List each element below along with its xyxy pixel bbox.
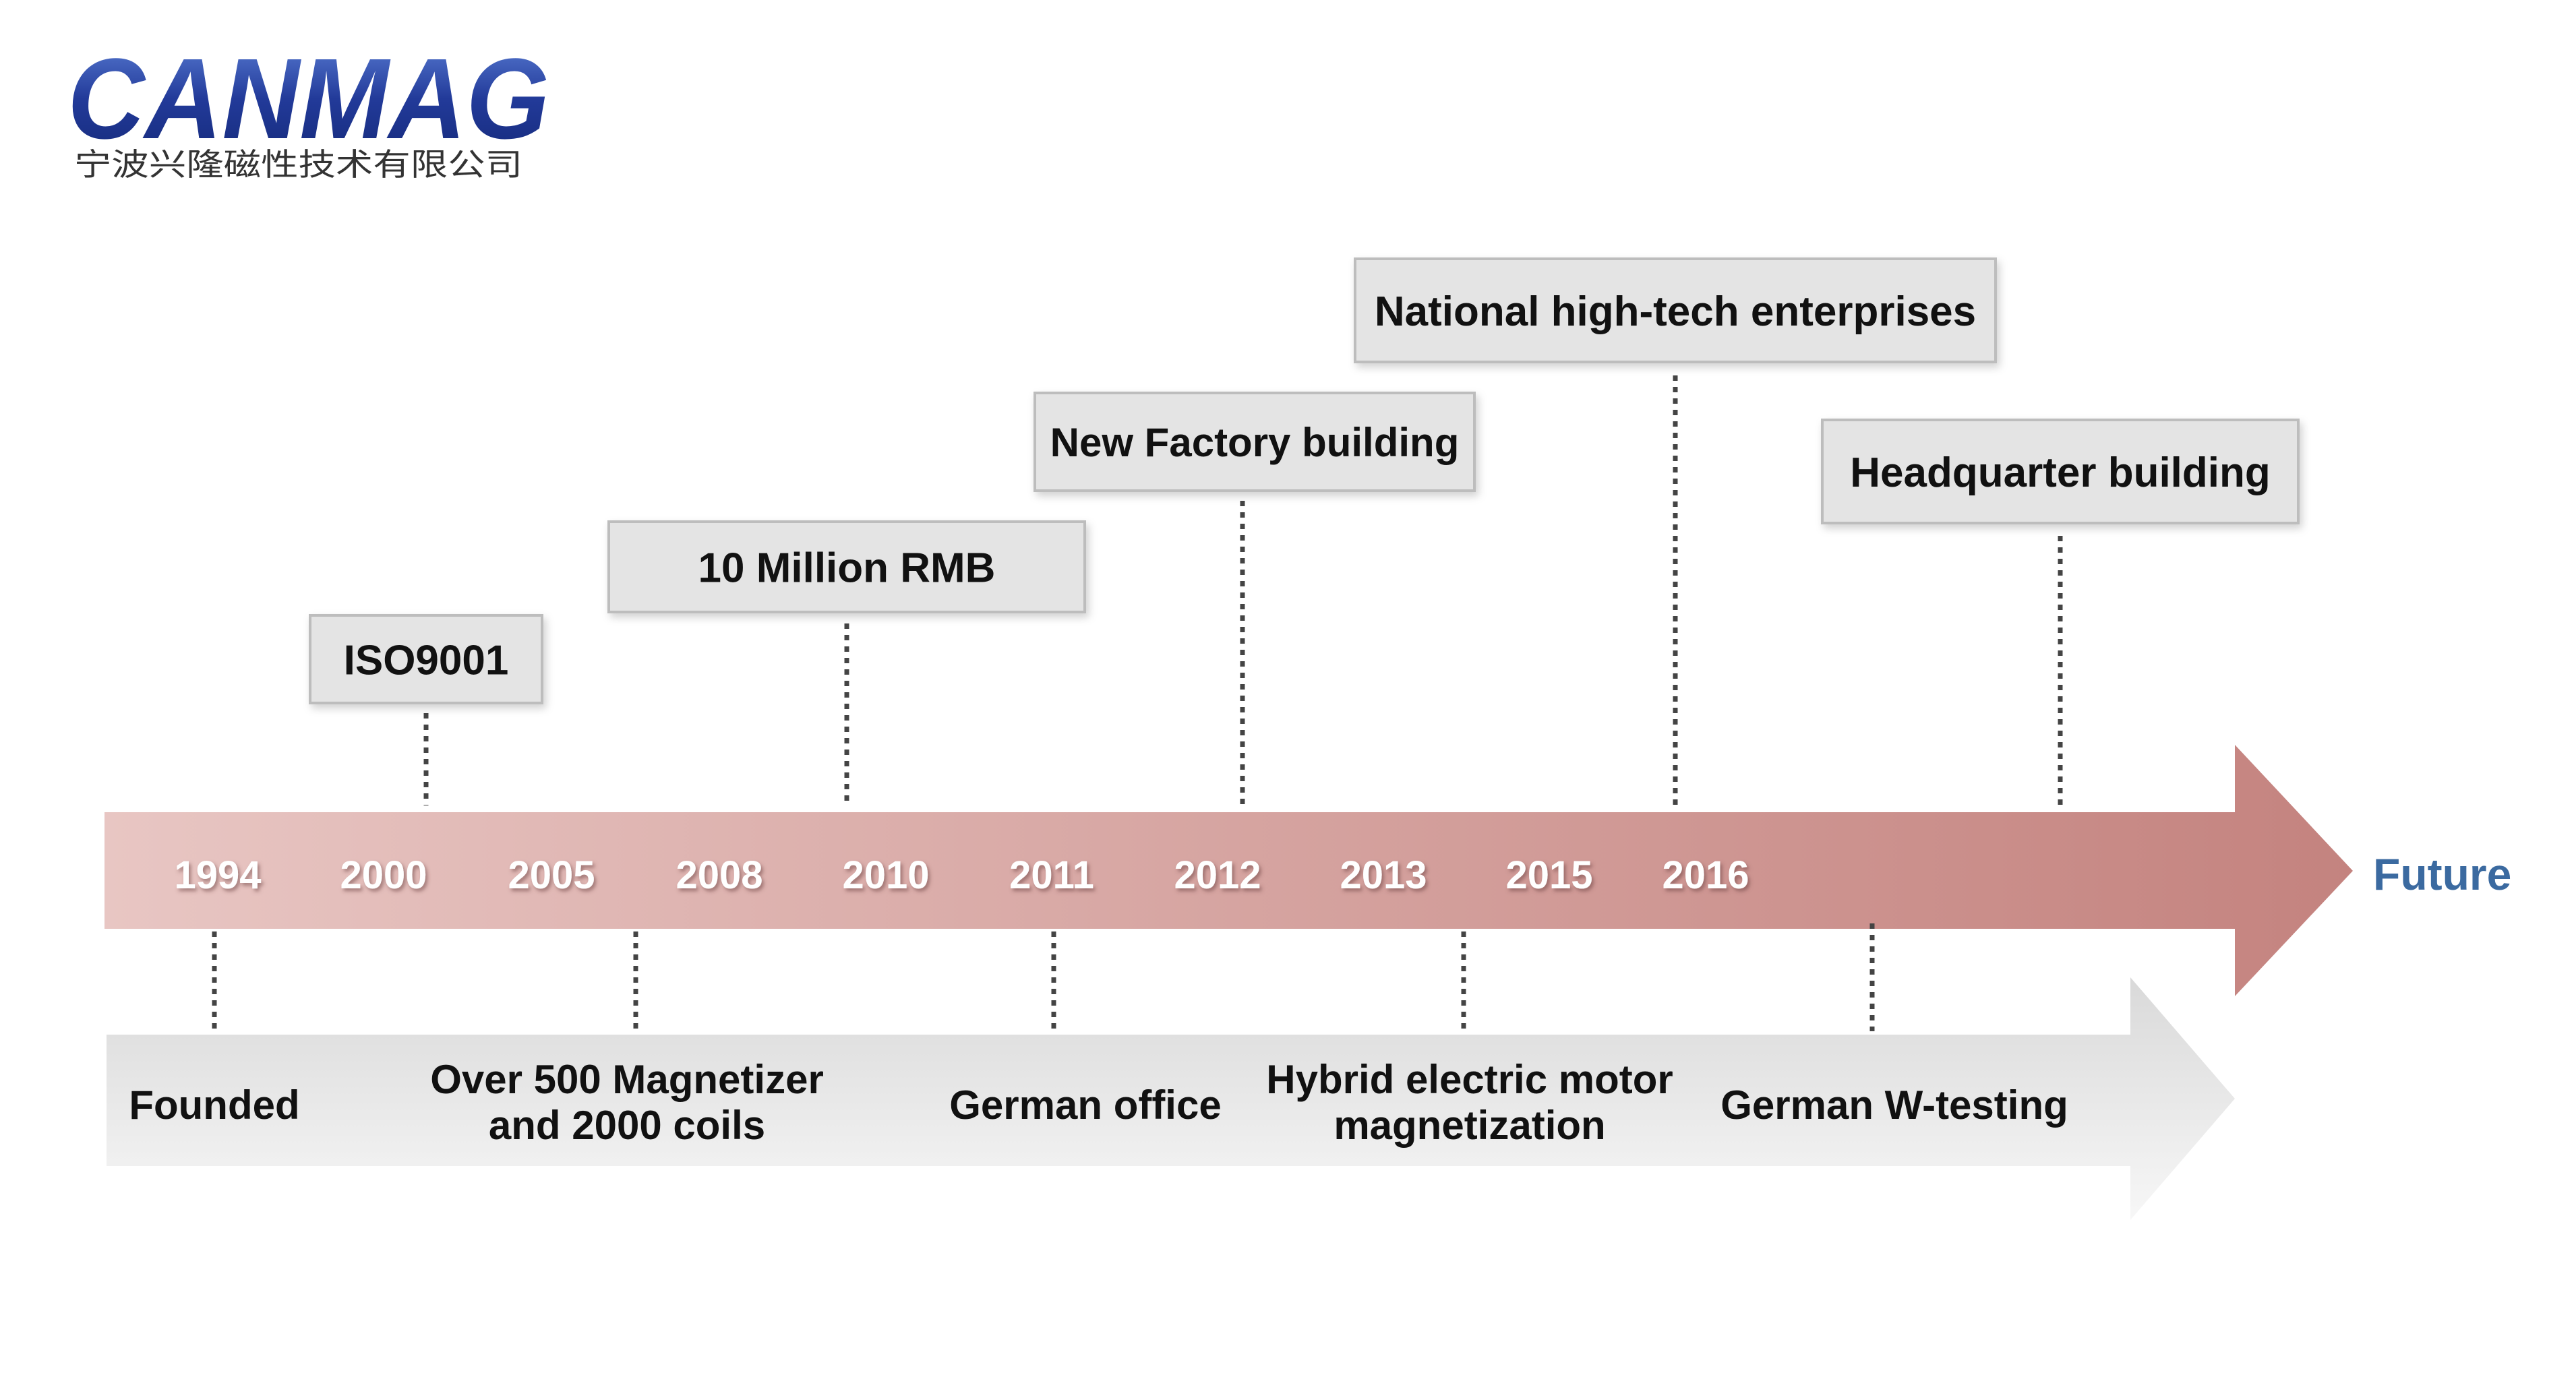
bottom-milestone-line: Over 500 Magnetizer — [430, 1057, 824, 1102]
bottom-milestone-line: magnetization — [1334, 1103, 1605, 1148]
bottom-milestone: German W-testing — [1720, 1082, 2068, 1128]
bottom-milestone-line: Founded — [129, 1082, 299, 1128]
year-label: 2005 — [508, 853, 595, 897]
year-label: 2016 — [1662, 853, 1749, 897]
milestone-box-frame — [1354, 257, 1997, 363]
milestone-label: Headquarter building — [1850, 450, 2270, 496]
logo-wordmark: CANMAG — [67, 35, 549, 163]
logo-subtitle: 宁波兴隆磁性技术有限公司 — [74, 146, 522, 183]
year-labels: 1994 2000 2005 2008 2010 2011 2012 2013 2015 2016 — [174, 853, 1749, 897]
milestone-box: New Factory building — [1034, 392, 1476, 492]
year-label: 2012 — [1174, 853, 1261, 897]
year-label: 2008 — [676, 853, 762, 897]
bottom-milestone-line: and 2000 coils — [489, 1103, 765, 1148]
milestone-box: Headquarter building — [1821, 419, 2300, 524]
bottom-milestone-line: German office — [949, 1082, 1221, 1128]
milestone-box-frame — [1034, 392, 1476, 492]
milestone-box-frame — [1821, 419, 2300, 524]
top-milestones: ISO9001 10 Million RMB New Factory buildin… — [309, 257, 2300, 704]
lower-arrow — [107, 977, 2235, 1220]
milestone-box-frame — [309, 614, 543, 704]
bottom-milestone: Founded — [129, 1082, 299, 1128]
milestone-box-frame — [607, 520, 1086, 613]
year-label: 2015 — [1505, 853, 1592, 897]
milestone-box: ISO9001 — [309, 614, 543, 704]
bottom-milestone: German office — [949, 1082, 1221, 1128]
year-label: 2000 — [340, 853, 427, 897]
future-label: Future — [2373, 849, 2511, 899]
year-label: 2011 — [1009, 853, 1094, 897]
year-label: 2010 — [842, 853, 929, 897]
bottom-connectors — [212, 923, 1875, 1031]
year-label: 2013 — [1340, 853, 1427, 897]
bottom-milestone-line: Hybrid electric motor — [1266, 1057, 1673, 1102]
top-connectors — [423, 375, 2063, 805]
milestone-label: 10 Million RMB — [698, 545, 996, 591]
bottom-milestone-line: German W-testing — [1720, 1082, 2068, 1128]
year-label: 1994 — [174, 853, 261, 897]
milestone-label: ISO9001 — [344, 637, 509, 683]
milestone-box: National high-tech enterprises — [1354, 257, 1997, 363]
milestone-label: New Factory building — [1050, 420, 1460, 465]
milestone-label: National high-tech enterprises — [1375, 288, 1976, 335]
timeline-arrow — [104, 745, 2353, 996]
milestone-box: 10 Million RMB — [607, 520, 1086, 613]
company-logo: CANMAG 宁波兴隆磁性技术有限公司 — [67, 35, 549, 183]
